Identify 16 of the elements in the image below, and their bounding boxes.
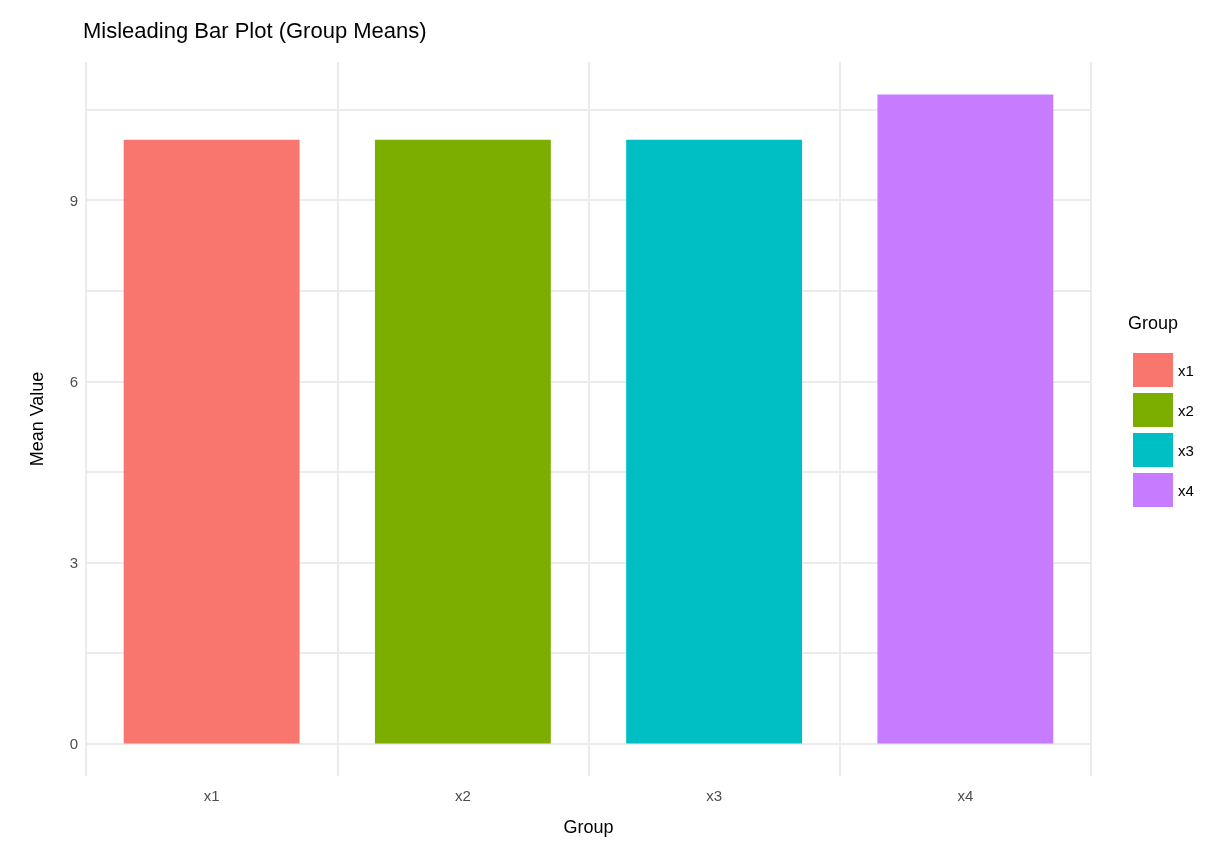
y-axis-title: Mean Value — [27, 371, 47, 467]
x-tick-label: x4 — [957, 787, 974, 804]
x-tick-label: x2 — [454, 787, 471, 804]
legend-label: x1 — [1178, 361, 1194, 379]
x-tick-label: x1 — [203, 787, 220, 804]
y-tick-label: 3 — [69, 553, 78, 571]
y-tick-label: 9 — [69, 191, 78, 209]
chart-title: Misleading Bar Plot (Group Means) — [83, 17, 427, 43]
y-tick-label: 0 — [69, 734, 78, 752]
y-tick-label: 6 — [69, 372, 78, 390]
legend-label: x3 — [1178, 441, 1194, 459]
legend-label: x4 — [1178, 481, 1194, 499]
x-tick-label: x3 — [706, 787, 723, 804]
legend-title: Group — [1128, 313, 1179, 333]
x-axis-title: Group — [563, 817, 614, 837]
legend-label: x2 — [1178, 401, 1194, 419]
